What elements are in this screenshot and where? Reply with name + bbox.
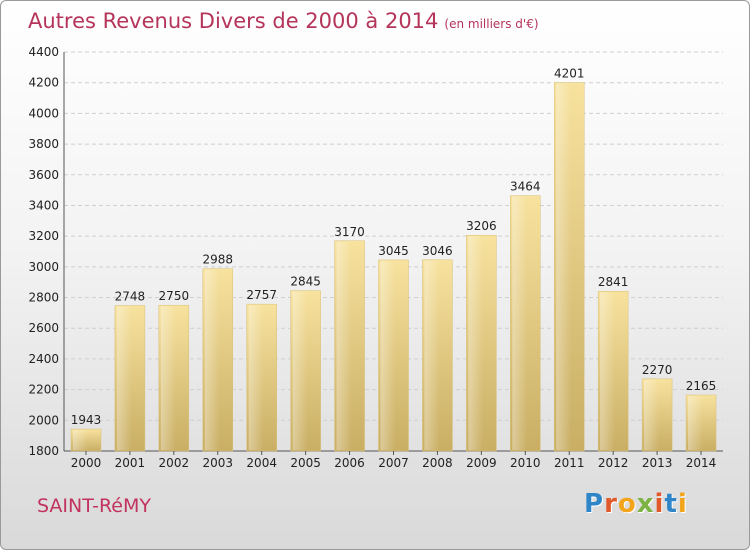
chart-subtitle: (en milliers d'€) <box>444 17 539 31</box>
logo-letter: r <box>604 489 618 519</box>
logo-letter: t <box>664 489 678 519</box>
x-tick-label: 2007 <box>378 456 409 470</box>
data-label: 3464 <box>510 180 541 194</box>
x-tick-label: 2006 <box>334 456 365 470</box>
y-tick-label: 2600 <box>28 321 59 335</box>
data-label: 2988 <box>202 253 233 267</box>
data-label: 3046 <box>422 244 453 258</box>
logo-letter: x <box>636 489 655 519</box>
bar-highlight <box>512 196 528 450</box>
x-tick-label: 2009 <box>466 456 497 470</box>
data-label: 4201 <box>554 67 585 81</box>
x-tick-label: 2001 <box>115 456 146 470</box>
bar-highlight <box>424 260 440 450</box>
commune-name: SAINT-RéMY <box>37 495 151 517</box>
y-tick-label: 2200 <box>28 383 59 397</box>
data-label: 3045 <box>378 244 409 258</box>
y-tick-label: 3200 <box>28 229 59 243</box>
x-tick-label: 2012 <box>598 456 629 470</box>
bar-highlight <box>600 292 616 450</box>
logo-letter: i <box>654 489 665 519</box>
x-tick-label: 2004 <box>246 456 277 470</box>
y-tick-label: 3400 <box>28 198 59 212</box>
x-tick-label: 2000 <box>71 456 102 470</box>
x-tick-label: 2013 <box>642 456 673 470</box>
data-label: 1943 <box>71 413 102 427</box>
data-label: 2841 <box>598 275 629 289</box>
bar-highlight <box>292 291 308 450</box>
chart-title-text: Autres Revenus Divers de 2000 à 2014 <box>28 9 439 33</box>
x-tick-label: 2003 <box>202 456 233 470</box>
bar-highlight <box>468 236 484 450</box>
x-tick-label: 2014 <box>686 456 717 470</box>
y-tick-label: 3000 <box>28 260 59 274</box>
data-label: 2270 <box>642 363 673 377</box>
bar-highlight <box>204 269 220 450</box>
x-tick-label: 2010 <box>510 456 541 470</box>
x-tick-label: 2002 <box>159 456 190 470</box>
y-tick-label: 4000 <box>28 106 59 120</box>
data-label: 2757 <box>246 288 277 302</box>
y-tick-label: 2400 <box>28 352 59 366</box>
bar-highlight <box>380 260 396 450</box>
y-tick-label: 2000 <box>28 413 59 427</box>
y-tick-label: 4200 <box>28 76 59 90</box>
chart-title: Autres Revenus Divers de 2000 à 2014 (en … <box>28 9 539 33</box>
data-label: 2750 <box>159 289 190 303</box>
x-tick-label: 2008 <box>422 456 453 470</box>
y-tick-label: 2800 <box>28 291 59 305</box>
bar-highlight <box>644 379 660 450</box>
x-tick-label: 2011 <box>554 456 585 470</box>
y-tick-label: 3600 <box>28 168 59 182</box>
data-label: 3170 <box>334 225 365 239</box>
data-label: 2748 <box>115 290 146 304</box>
bar-highlight <box>160 306 176 450</box>
data-label: 3206 <box>466 219 497 233</box>
bar-highlight <box>116 306 132 450</box>
proxiti-logo: Proxiti <box>584 489 688 519</box>
bar-highlight <box>72 430 88 450</box>
logo-letter: o <box>617 489 637 519</box>
bar-highlight <box>556 83 572 450</box>
data-label: 2845 <box>290 275 321 289</box>
logo-letter: P <box>584 489 605 519</box>
bar-highlight <box>336 241 352 450</box>
x-tick-label: 2005 <box>290 456 321 470</box>
y-tick-label: 1800 <box>28 444 59 458</box>
y-tick-label: 4400 <box>28 45 59 59</box>
data-label: 2165 <box>686 379 717 393</box>
bar-highlight <box>248 305 264 450</box>
y-tick-label: 3800 <box>28 137 59 151</box>
bar-highlight <box>688 395 704 450</box>
logo-letter: i <box>677 489 688 519</box>
